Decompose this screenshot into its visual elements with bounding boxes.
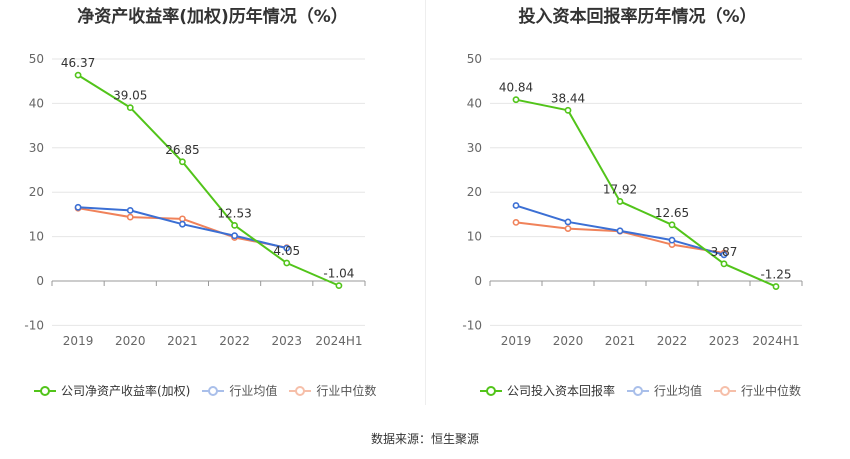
data-point-avg (720, 251, 728, 259)
legend-item-avg[interactable]: 行业均值 (627, 382, 702, 399)
y-tick-label: 20 (467, 185, 482, 199)
data-point-avg (126, 207, 134, 214)
y-tick-label: -10 (24, 318, 44, 332)
data-point-company (772, 283, 780, 290)
x-tick-label: 2023 (709, 334, 740, 348)
legend-item-company[interactable]: 公司净资产收益率(加权) (34, 382, 190, 399)
panel-divider (425, 0, 426, 405)
y-tick-label: 30 (29, 141, 44, 155)
data-point-median (512, 218, 520, 226)
data-label: 26.85 (165, 143, 199, 157)
chart-panel: -10 0 10 20 30 40 50 2019 2020 2021 2022 2023 2024H1… (24, 52, 366, 348)
data-point-avg (616, 227, 624, 235)
data-point-company (668, 221, 676, 229)
data-point-median (564, 225, 572, 233)
data-point-company (616, 198, 624, 205)
x-tick-label: 2024H1 (315, 334, 362, 348)
data-point-company (231, 221, 238, 229)
y-tick-label: 50 (467, 52, 482, 66)
data-label: 46.37 (61, 56, 95, 70)
x-tick-label: 2020 (115, 334, 146, 348)
y-tick-label: 10 (29, 230, 44, 244)
legend-marker-icon (627, 385, 650, 396)
data-source-note: 数据来源：恒生聚源 (370, 432, 479, 446)
data-point-company (126, 104, 134, 112)
legend: 公司净资产收益率(加权) 行业均值 行业中位数 (34, 382, 388, 399)
legend-label: 行业均值 (654, 384, 703, 398)
data-point-avg (283, 244, 291, 252)
data-label: 3.87 (711, 245, 738, 259)
data-label: -1.25 (760, 268, 791, 282)
data-label: 40.84 (499, 81, 533, 95)
legend-label: 公司净资产收益率(加权) (61, 384, 191, 398)
y-tick-label: 50 (29, 52, 44, 66)
legend-item-avg[interactable]: 行业均值 (202, 382, 277, 399)
data-point-median (179, 215, 186, 223)
y-tick-label: 30 (467, 141, 482, 155)
legend-label: 行业中位数 (316, 384, 377, 398)
legend-marker-icon (202, 385, 225, 396)
y-tick-label: 40 (29, 96, 44, 110)
legend-label: 行业中位数 (741, 384, 802, 398)
x-tick-label: 2020 (553, 334, 584, 348)
data-point-median (126, 213, 134, 221)
data-label: 39.05 (113, 89, 147, 103)
data-label: 4.05 (273, 244, 300, 258)
legend-label: 行业均值 (229, 384, 278, 398)
y-tick-label: 10 (467, 230, 482, 244)
data-point-company (335, 282, 343, 290)
data-label: 17.92 (603, 182, 637, 196)
legend-label: 公司投入资本回报率 (507, 384, 616, 398)
data-point-avg (512, 202, 520, 209)
x-tick-label: 2021 (605, 334, 636, 348)
x-tick-label: 2022 (219, 334, 250, 348)
data-point-avg (74, 203, 82, 211)
data-point-company (179, 158, 186, 166)
legend-item-median[interactable]: 行业中位数 (289, 382, 376, 399)
x-tick-label: 2023 (271, 334, 302, 348)
data-label: 38.44 (551, 91, 585, 105)
y-tick-label: 0 (474, 274, 482, 288)
data-label: 12.65 (655, 206, 689, 220)
y-tick-label: 40 (467, 96, 482, 110)
series-line-median (77, 207, 287, 249)
y-tick-label: 0 (36, 274, 44, 288)
series-line-median (515, 221, 725, 255)
y-tick-label: 20 (29, 185, 44, 199)
data-point-company (720, 260, 728, 268)
legend-marker-icon (289, 385, 312, 396)
chart-title: 投入资本回报率历年情况（%） (518, 7, 757, 27)
legend-item-company[interactable]: 公司投入资本回报率 (480, 382, 615, 399)
y-tick-label: -10 (462, 318, 482, 332)
x-tick-label: 2019 (63, 334, 94, 348)
series-line-company (515, 98, 777, 288)
data-label: -1.04 (323, 267, 354, 281)
data-point-avg (668, 236, 676, 244)
data-point-company (74, 71, 82, 79)
x-tick-label: 2024H1 (752, 334, 799, 348)
series-line-company (77, 74, 340, 287)
data-point-company (283, 259, 291, 267)
data-point-company (564, 106, 572, 114)
legend-marker-icon (34, 385, 56, 396)
legend-marker-icon (480, 385, 502, 396)
chart-title: 净资产收益率(加权)历年情况（%） (77, 7, 348, 27)
x-tick-label: 2021 (167, 334, 198, 348)
data-label: 12.53 (217, 206, 251, 220)
charts-canvas: -10 0 10 20 30 40 50 2019 2020 2021 2022 2023 2024H1… (24, 52, 803, 348)
x-tick-label: 2019 (501, 334, 532, 348)
data-point-avg (564, 218, 572, 226)
data-point-company (512, 96, 520, 104)
chart-panel: -10 0 10 20 30 40 50 2019 2020 2021 2022 2023 2024H1… (462, 52, 803, 348)
legend-marker-icon (714, 385, 737, 396)
data-point-avg (179, 220, 186, 228)
legend: 公司投入资本回报率 行业均值 行业中位数 (480, 382, 813, 399)
legend-item-median[interactable]: 行业中位数 (714, 382, 801, 399)
data-point-avg (231, 232, 238, 240)
x-tick-label: 2022 (657, 334, 688, 348)
